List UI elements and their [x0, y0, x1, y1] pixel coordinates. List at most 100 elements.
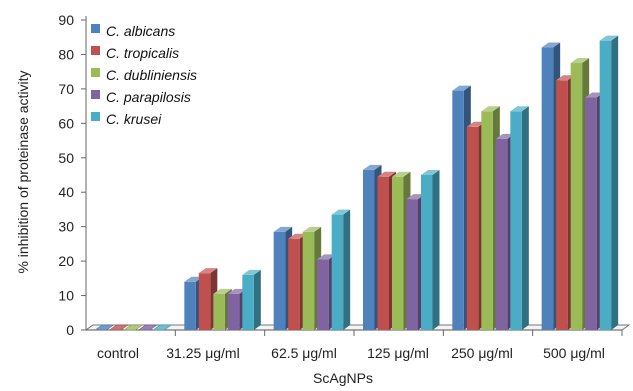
- legend-swatch: [91, 112, 100, 121]
- bar: [421, 170, 440, 330]
- legend-label: C. albicans: [106, 23, 175, 39]
- bar-base: [137, 324, 158, 331]
- bar-top: [556, 75, 575, 81]
- y-axis-title: % inhibition of proteinase activity: [15, 70, 31, 273]
- bar-front: [510, 111, 522, 331]
- bar-front: [495, 138, 508, 330]
- bar-front: [273, 231, 286, 330]
- bar-top: [317, 254, 336, 260]
- legend-swatch: [91, 46, 100, 55]
- y-tick-label: 50: [58, 150, 74, 166]
- bar-base: [108, 324, 129, 331]
- bar-base: [123, 324, 144, 331]
- bar-front: [452, 90, 464, 330]
- bar-top: [331, 209, 351, 215]
- bar-front: [242, 274, 254, 330]
- tick-labels: 0 10 20 30 40 50 60 70 80 90 control 31.25 μg/ml 62.…: [58, 12, 623, 361]
- legend-item: C. tropicalis: [91, 45, 179, 61]
- bar-top: [541, 42, 561, 48]
- bar-side: [521, 106, 529, 331]
- bar-top: [421, 170, 440, 175]
- bar-top: [466, 121, 486, 127]
- bar-side: [432, 170, 440, 330]
- bar-front: [377, 176, 389, 330]
- bar: [137, 324, 158, 331]
- bar-front: [556, 80, 568, 331]
- legend-item: C. albicans: [91, 23, 175, 39]
- bar-side: [343, 209, 351, 330]
- bar-front: [466, 126, 479, 331]
- bar-front: [363, 169, 375, 330]
- legend-item: C. krusei: [91, 111, 162, 127]
- bar: [599, 35, 619, 331]
- bar-front: [585, 97, 597, 330]
- legend-label: C. tropicalis: [106, 45, 179, 61]
- y-tick-label: 30: [58, 219, 74, 235]
- bar-top: [599, 35, 619, 41]
- bar-top: [184, 276, 203, 282]
- bar-front: [227, 293, 240, 330]
- x-tick-label: 500 μg/ml: [543, 345, 605, 361]
- bar: [331, 209, 351, 330]
- bar-front: [406, 199, 418, 330]
- bar-front: [421, 175, 433, 330]
- bar-top: [213, 288, 232, 294]
- y-tick-label: 90: [58, 12, 74, 28]
- bar-top: [242, 269, 261, 275]
- bar-base: [94, 324, 115, 331]
- y-tick-label: 0: [66, 322, 74, 338]
- bar-top: [495, 133, 515, 139]
- bar-front: [599, 40, 612, 331]
- bar: [510, 106, 529, 331]
- bar-front: [288, 238, 300, 330]
- legend-item: C. dubliniensis: [91, 67, 197, 83]
- x-axis-title: ScAgNPs: [313, 370, 373, 386]
- y-tick-label: 70: [58, 81, 74, 97]
- bar-base: [152, 324, 173, 331]
- bar-top: [452, 85, 471, 91]
- x-tick-label: 250 μg/ml: [451, 345, 513, 361]
- legend: C. albicans C. tropicalis C. dubliniensis C…: [91, 23, 197, 127]
- bar-side: [253, 269, 261, 330]
- bar-top: [377, 171, 396, 177]
- bar-top: [273, 226, 293, 232]
- x-tick-label: 62.5 μg/ml: [271, 345, 337, 361]
- legend-swatch: [91, 24, 100, 33]
- bar-top: [363, 164, 382, 170]
- legend-item: C. parapilosis: [91, 89, 191, 105]
- bar-side: [611, 35, 619, 331]
- bar: [152, 324, 173, 331]
- bar: [94, 324, 115, 331]
- bar-front: [184, 281, 196, 330]
- bar-front: [213, 293, 225, 330]
- bar-front: [302, 231, 315, 330]
- legend-label: C. krusei: [106, 111, 162, 127]
- legend-label: C. dubliniensis: [106, 67, 197, 83]
- bar-top: [302, 226, 322, 232]
- x-tick-label: control: [97, 345, 139, 361]
- bar-front: [317, 259, 329, 330]
- y-tick-label: 10: [58, 288, 74, 304]
- bar-top: [198, 268, 218, 274]
- bar: [242, 269, 261, 330]
- bar-front: [541, 47, 554, 331]
- bar: [123, 324, 144, 331]
- bar-top: [585, 92, 604, 98]
- y-tick-label: 60: [58, 115, 74, 131]
- bar-front: [331, 214, 344, 330]
- bar: [108, 324, 129, 331]
- bar-front: [392, 176, 404, 330]
- bar-top: [288, 233, 307, 239]
- bar-front: [198, 273, 211, 330]
- bar-top: [227, 288, 247, 294]
- bar-top: [406, 194, 425, 200]
- x-tick-label: 31.25 μg/ml: [166, 345, 239, 361]
- legend-swatch: [91, 90, 100, 99]
- bar-front: [481, 111, 493, 331]
- bar-top: [510, 106, 529, 112]
- bar-top: [392, 171, 411, 177]
- bars: [94, 35, 619, 331]
- legend-swatch: [91, 68, 100, 77]
- bar-top: [481, 106, 500, 112]
- bar-top: [570, 58, 590, 64]
